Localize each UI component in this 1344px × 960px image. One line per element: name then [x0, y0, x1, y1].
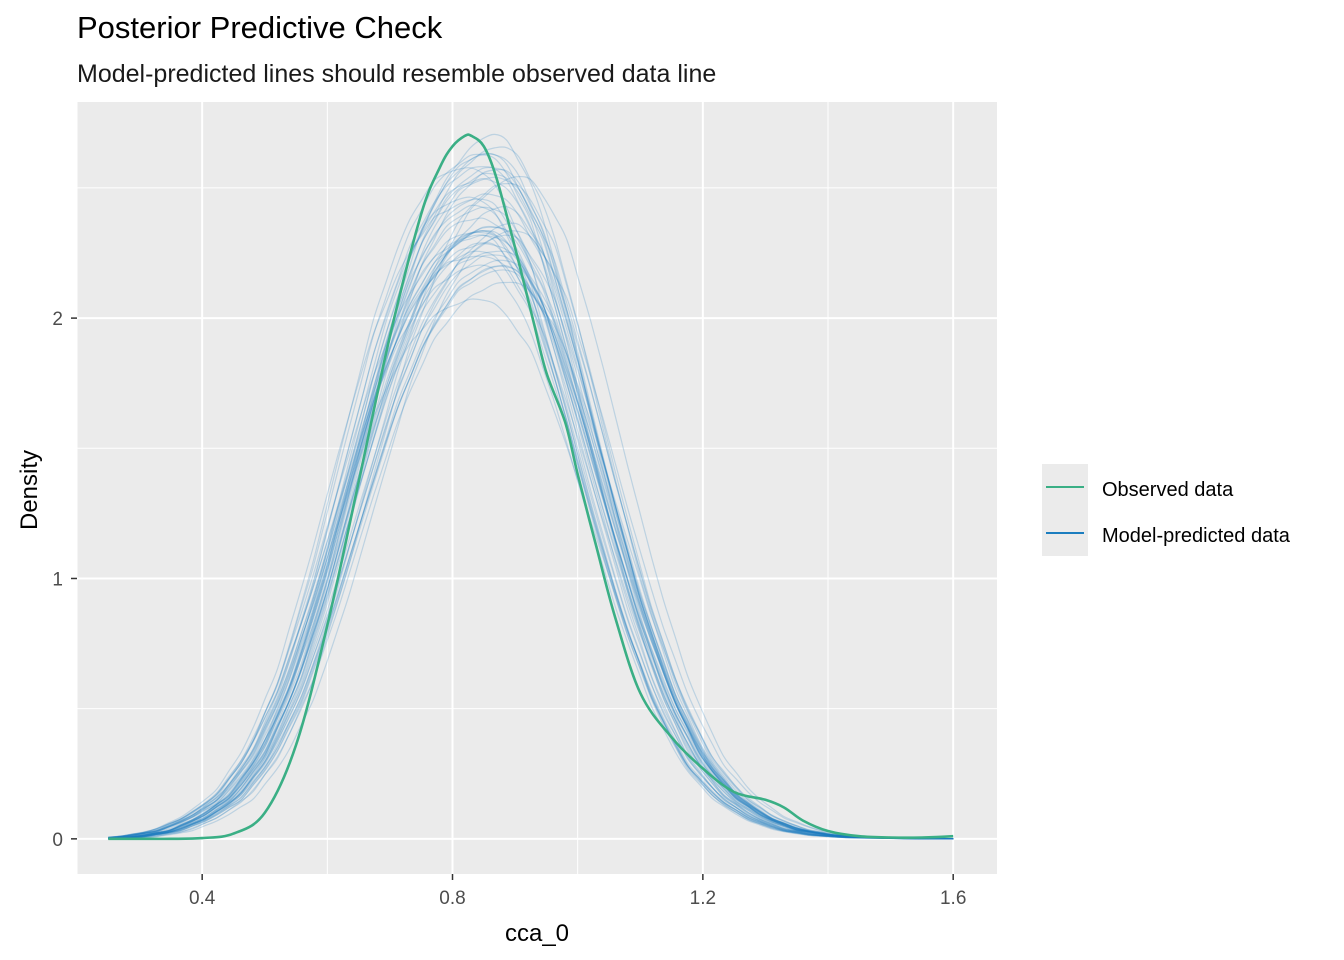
- predicted-draw-line: [108, 166, 954, 840]
- predicted-draw-line: [108, 243, 954, 840]
- x-tick-label: 0.8: [439, 888, 465, 909]
- predicted-draw-line: [108, 230, 954, 840]
- y-tick-label: 2: [52, 309, 63, 330]
- predicted-draw-line: [108, 254, 954, 840]
- predicted-draw-line: [108, 229, 954, 840]
- predicted-draw-line: [108, 153, 954, 840]
- legend-label-observed: Observed data: [1102, 479, 1234, 501]
- predicted-draw-line: [108, 177, 954, 840]
- predicted-draw-line: [108, 242, 954, 840]
- predicted-draw-line: [108, 168, 954, 840]
- observed-line: [108, 133, 954, 841]
- predicted-draw-line: [108, 217, 954, 840]
- x-tick-label: 0.4: [189, 888, 216, 909]
- predicted-draw-line: [108, 226, 954, 840]
- predicted-draw-line: [108, 205, 954, 840]
- x-tick-label: 1.2: [690, 888, 716, 909]
- predicted-draw-line: [108, 193, 954, 840]
- predicted-draw-line: [108, 198, 954, 840]
- chart-subtitle: Model-predicted lines should resemble ob…: [77, 60, 717, 88]
- predicted-draw-line: [108, 265, 954, 840]
- predicted-draw-line: [108, 146, 954, 840]
- predicted-draw-line: [108, 172, 954, 840]
- major-grid: [77, 102, 997, 874]
- predicted-draw-line: [108, 176, 954, 840]
- predicted-draw-line: [108, 230, 954, 840]
- predicted-draw-line: [108, 234, 954, 840]
- predicted-draw-line: [108, 259, 954, 840]
- predicted-lines: [108, 133, 954, 840]
- x-axis: 0.4 0.8 1.2 1.6: [189, 874, 966, 909]
- predicted-draw-line: [108, 281, 954, 840]
- legend-label-predicted: Model-predicted data: [1102, 525, 1291, 547]
- predicted-draw-line: [108, 230, 954, 840]
- predicted-draw-line: [108, 182, 954, 840]
- plot-panel: [77, 102, 997, 874]
- y-tick-label: 1: [52, 569, 63, 590]
- predicted-draw-line: [108, 231, 954, 840]
- y-axis-title: Density: [16, 450, 43, 530]
- predicted-draw-line: [108, 234, 954, 840]
- predicted-draw-line: [108, 225, 954, 840]
- predicted-draw-line: [108, 264, 954, 840]
- predicted-draw-line: [108, 206, 954, 840]
- predicted-draw-line: [108, 234, 954, 840]
- predicted-draw-line: [108, 269, 954, 840]
- observed-line-group: [108, 133, 954, 841]
- x-axis-title: cca_0: [505, 920, 569, 947]
- predicted-draw-line: [108, 204, 954, 840]
- x-tick-label: 1.6: [940, 888, 966, 909]
- predicted-draw-line: [108, 222, 954, 840]
- y-tick-label: 0: [52, 830, 63, 851]
- predicted-draw-line: [108, 167, 954, 840]
- predicted-draw-line: [108, 166, 954, 840]
- chart-title: Posterior Predictive Check: [77, 10, 443, 45]
- predicted-draw-line: [108, 152, 954, 840]
- predicted-draw-line: [108, 196, 954, 840]
- predicted-draw-line: [108, 175, 954, 840]
- predicted-draw-line: [108, 153, 954, 840]
- y-axis: 0 1 2: [52, 309, 77, 851]
- minor-grid: [76, 102, 997, 874]
- predicted-draw-line: [108, 133, 954, 840]
- predicted-draw-line: [108, 264, 954, 840]
- predicted-draw-line: [108, 298, 954, 840]
- predicted-draw-line: [108, 250, 954, 840]
- legend: Observed data Model-predicted data: [1042, 464, 1291, 556]
